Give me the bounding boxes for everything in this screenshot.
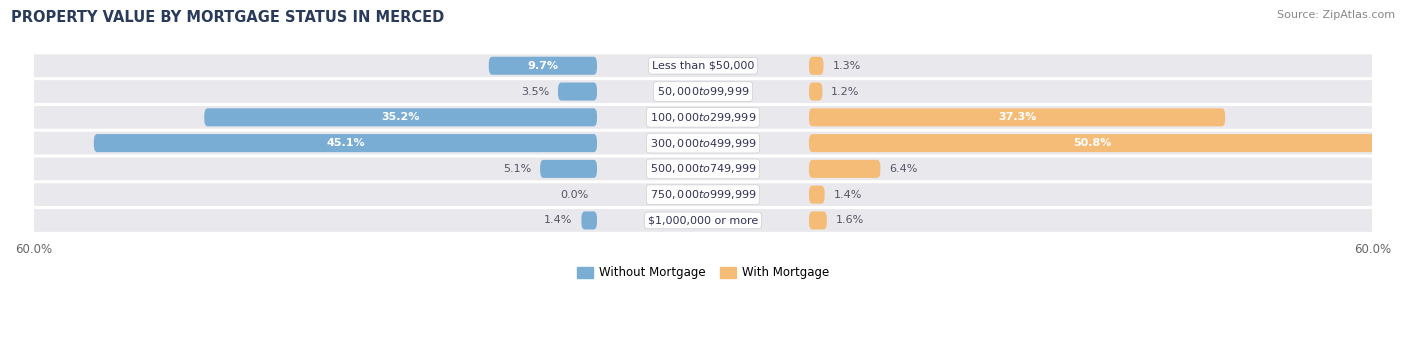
FancyBboxPatch shape — [808, 108, 1225, 126]
FancyBboxPatch shape — [204, 108, 598, 126]
FancyBboxPatch shape — [808, 186, 824, 204]
FancyBboxPatch shape — [28, 157, 1378, 180]
Text: 35.2%: 35.2% — [381, 112, 420, 122]
Text: $100,000 to $299,999: $100,000 to $299,999 — [650, 111, 756, 124]
FancyBboxPatch shape — [808, 160, 880, 178]
Text: Source: ZipAtlas.com: Source: ZipAtlas.com — [1277, 10, 1395, 20]
Text: 3.5%: 3.5% — [520, 87, 548, 97]
FancyBboxPatch shape — [540, 160, 598, 178]
Text: Less than $50,000: Less than $50,000 — [652, 61, 754, 71]
FancyBboxPatch shape — [28, 106, 1378, 129]
Text: 9.7%: 9.7% — [527, 61, 558, 71]
FancyBboxPatch shape — [808, 211, 827, 230]
Text: $300,000 to $499,999: $300,000 to $499,999 — [650, 137, 756, 150]
Text: 6.4%: 6.4% — [890, 164, 918, 174]
FancyBboxPatch shape — [94, 134, 598, 152]
Text: 1.6%: 1.6% — [835, 216, 865, 225]
Text: 1.2%: 1.2% — [831, 87, 859, 97]
FancyBboxPatch shape — [28, 132, 1378, 154]
Text: PROPERTY VALUE BY MORTGAGE STATUS IN MERCED: PROPERTY VALUE BY MORTGAGE STATUS IN MER… — [11, 10, 444, 25]
Text: 50.8%: 50.8% — [1073, 138, 1112, 148]
Text: 1.4%: 1.4% — [834, 190, 862, 200]
Text: 45.1%: 45.1% — [326, 138, 364, 148]
Text: $500,000 to $749,999: $500,000 to $749,999 — [650, 163, 756, 175]
Text: $50,000 to $99,999: $50,000 to $99,999 — [657, 85, 749, 98]
Text: 1.3%: 1.3% — [832, 61, 860, 71]
Text: 0.0%: 0.0% — [560, 190, 588, 200]
Text: 5.1%: 5.1% — [503, 164, 531, 174]
FancyBboxPatch shape — [558, 83, 598, 101]
FancyBboxPatch shape — [808, 57, 824, 75]
FancyBboxPatch shape — [808, 83, 823, 101]
Text: $750,000 to $999,999: $750,000 to $999,999 — [650, 188, 756, 201]
Text: $1,000,000 or more: $1,000,000 or more — [648, 216, 758, 225]
Text: 1.4%: 1.4% — [544, 216, 572, 225]
FancyBboxPatch shape — [28, 54, 1378, 77]
FancyBboxPatch shape — [28, 80, 1378, 103]
Legend: Without Mortgage, With Mortgage: Without Mortgage, With Mortgage — [572, 261, 834, 284]
FancyBboxPatch shape — [582, 211, 598, 230]
FancyBboxPatch shape — [28, 209, 1378, 232]
FancyBboxPatch shape — [808, 134, 1376, 152]
FancyBboxPatch shape — [28, 183, 1378, 206]
FancyBboxPatch shape — [489, 57, 598, 75]
Text: 37.3%: 37.3% — [998, 112, 1036, 122]
